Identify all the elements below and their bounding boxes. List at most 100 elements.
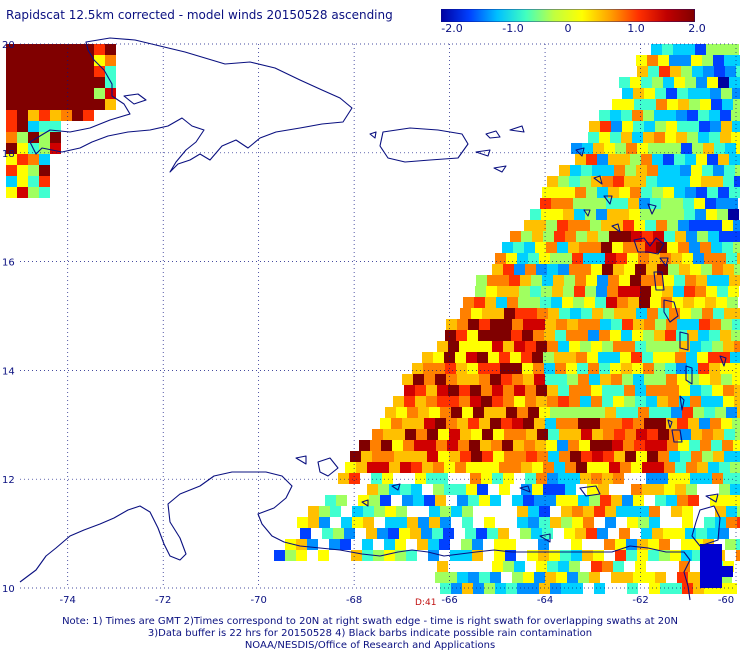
wind-cell xyxy=(719,231,730,242)
wind-cell xyxy=(350,451,361,462)
wind-cell xyxy=(641,77,652,88)
wind-cell xyxy=(462,506,473,517)
wind-cell xyxy=(550,517,561,528)
wind-cell xyxy=(6,154,17,165)
wind-cell xyxy=(105,99,116,110)
wind-cell xyxy=(691,165,702,176)
wind-cell xyxy=(597,187,608,198)
wind-cell xyxy=(616,253,627,264)
wind-cell xyxy=(713,165,724,176)
wind-cell xyxy=(388,528,399,539)
wind-cell xyxy=(615,539,626,550)
wind-cell xyxy=(647,55,658,66)
wind-cell xyxy=(449,451,460,462)
wind-cell xyxy=(624,396,635,407)
wind-cell xyxy=(674,187,685,198)
wind-cell xyxy=(734,473,740,484)
wind-cell xyxy=(404,385,415,396)
wind-cell xyxy=(576,462,587,473)
wind-cell xyxy=(676,330,687,341)
wind-cell xyxy=(349,473,360,484)
wind-cell xyxy=(459,385,470,396)
wind-cell xyxy=(711,440,722,451)
wind-cell xyxy=(587,231,598,242)
coastline-hispaniola xyxy=(29,37,353,173)
wind-cell xyxy=(575,187,586,198)
wind-cell xyxy=(561,407,572,418)
wind-cell xyxy=(694,198,705,209)
wind-cell xyxy=(668,176,679,187)
wind-cell xyxy=(437,396,448,407)
wind-cell xyxy=(528,253,539,264)
wind-cell xyxy=(417,539,428,550)
wind-cell xyxy=(557,440,568,451)
wind-cell xyxy=(558,176,569,187)
wind-cell xyxy=(685,275,696,286)
wind-cell xyxy=(530,209,541,220)
wind-cell xyxy=(729,275,740,286)
wind-cell xyxy=(625,451,636,462)
wind-cell xyxy=(552,209,563,220)
wind-cell xyxy=(647,308,658,319)
wind-cell xyxy=(94,77,105,88)
wind-cell xyxy=(537,451,548,462)
wind-cell xyxy=(669,429,680,440)
wind-cell xyxy=(535,242,546,253)
wind-cell xyxy=(699,319,710,330)
wind-cell xyxy=(603,429,614,440)
wind-cell xyxy=(437,341,448,352)
wind-cell xyxy=(515,429,526,440)
wind-cell xyxy=(596,286,607,297)
wind-cell xyxy=(577,363,588,374)
wind-cell xyxy=(550,583,561,594)
wind-cell xyxy=(61,110,72,121)
wind-cell xyxy=(50,99,61,110)
wind-cell xyxy=(498,275,509,286)
wind-cell xyxy=(17,154,28,165)
wind-cell xyxy=(487,275,498,286)
wind-cell xyxy=(731,132,740,143)
wind-cell xyxy=(679,385,690,396)
wind-cell xyxy=(564,275,575,286)
wind-cell xyxy=(492,341,503,352)
wind-cell xyxy=(482,308,493,319)
coastline-trinidad xyxy=(691,505,721,547)
wind-cell xyxy=(656,99,667,110)
wind-cell xyxy=(94,99,105,110)
wind-cell xyxy=(447,440,458,451)
wind-cell xyxy=(437,473,448,484)
wind-cell xyxy=(28,187,39,198)
wind-cell xyxy=(581,429,592,440)
wind-cell xyxy=(438,429,449,440)
wind-cell xyxy=(490,572,501,583)
wind-cell xyxy=(39,55,50,66)
wind-cell xyxy=(684,44,695,55)
wind-cell xyxy=(526,451,537,462)
coastline-tobago xyxy=(705,493,719,503)
wind-cell xyxy=(462,583,473,594)
wind-cell xyxy=(274,550,285,561)
wind-cell xyxy=(556,374,567,385)
wind-cell xyxy=(367,484,378,495)
wind-cell xyxy=(620,352,631,363)
wind-cell xyxy=(616,407,627,418)
wind-cell xyxy=(702,55,713,66)
wind-cell xyxy=(651,286,662,297)
wind-cell xyxy=(594,506,605,517)
wind-cell xyxy=(682,517,693,528)
lat-tick-label: 14 xyxy=(2,366,15,377)
wind-cell xyxy=(696,77,707,88)
wind-cell xyxy=(566,330,577,341)
wind-cell xyxy=(676,132,687,143)
wind-cell xyxy=(642,484,653,495)
wind-cell xyxy=(588,330,599,341)
wind-cell xyxy=(687,110,698,121)
wind-cell xyxy=(17,44,28,55)
coastline-island xyxy=(391,483,401,491)
wind-cell xyxy=(696,187,707,198)
wind-cell xyxy=(721,88,732,99)
map-title: Rapidscat 12.5km corrected - model winds… xyxy=(6,8,393,22)
wind-cell xyxy=(547,264,558,275)
wind-cell xyxy=(603,308,614,319)
wind-cell xyxy=(526,308,537,319)
